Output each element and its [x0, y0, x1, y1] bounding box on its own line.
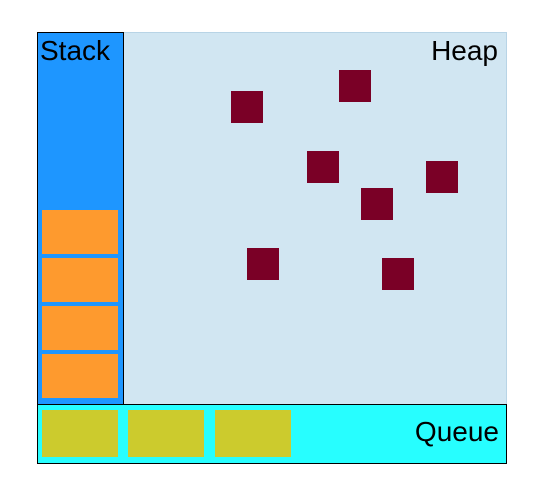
stack-frame: [42, 306, 118, 350]
heap-object: [247, 248, 279, 280]
stack-label: Stack: [40, 35, 111, 66]
heap-object: [361, 188, 393, 220]
queue-message: [215, 410, 291, 457]
heap-object: [231, 91, 263, 123]
queue-message: [42, 410, 118, 457]
heap-object: [307, 151, 339, 183]
heap-object: [339, 70, 371, 102]
stack-frame: [42, 210, 118, 254]
stack-frame: [42, 354, 118, 398]
queue-message: [128, 410, 204, 457]
heap-object: [382, 258, 414, 290]
queue-label: Queue: [414, 416, 499, 447]
stack-frame: [42, 258, 118, 302]
heap-object: [426, 161, 458, 193]
heap-label: Heap: [431, 35, 498, 66]
